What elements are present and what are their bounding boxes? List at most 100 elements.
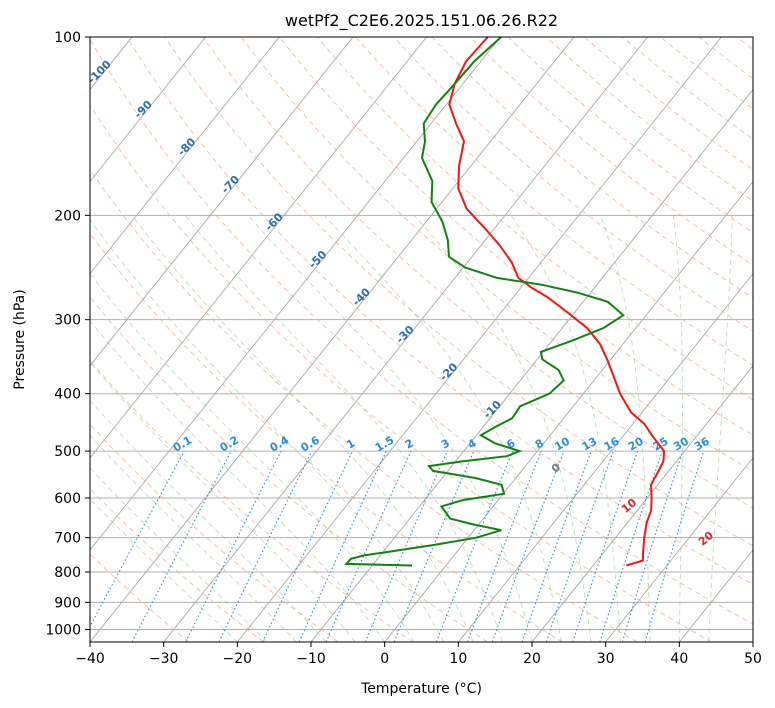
dry-adiabat-line <box>90 38 753 625</box>
y-tick-label: 800 <box>54 565 81 581</box>
moist-adiabat-line <box>90 498 238 642</box>
dry-adiabat-line <box>90 359 414 642</box>
x-tick-label: −10 <box>296 651 326 667</box>
moist-adiabat-label: 10 <box>619 496 639 516</box>
isotherm-line <box>310 88 753 642</box>
y-axis-label: Pressure (hPa) <box>12 289 28 389</box>
y-tick-label: 700 <box>54 531 81 547</box>
mixing-ratio-line <box>393 450 475 642</box>
moist-adiabat-line <box>599 215 651 642</box>
moist-adiabat-line <box>184 215 503 642</box>
isotherm-line <box>90 37 354 367</box>
moist-adiabat-line <box>90 272 415 642</box>
moist-adiabat-line <box>90 467 268 642</box>
moist-adiabat-line <box>90 320 386 642</box>
dry-adiabat-line <box>90 553 190 642</box>
y-tick-label: 200 <box>54 208 81 224</box>
isotherm-line <box>90 37 501 551</box>
moist-adiabat-line <box>510 215 621 642</box>
moist-adiabat-line <box>708 215 733 642</box>
dry-adiabat-line <box>90 296 488 642</box>
isotherm-line <box>678 549 753 642</box>
moist-adiabat-line <box>90 434 297 642</box>
isotherm-line <box>752 641 753 642</box>
dry-adiabat-label: -30 <box>394 323 417 346</box>
isotherm-line <box>90 37 575 642</box>
dry-adiabat-label: -60 <box>263 210 286 233</box>
x-tick-label: 40 <box>670 651 688 667</box>
y-tick-label: 1000 <box>45 622 81 638</box>
dry-adiabat-line <box>545 37 753 202</box>
dry-adiabat-label: -40 <box>350 285 373 308</box>
moist-adiabat-line <box>90 399 327 642</box>
mixing-ratio-line <box>218 450 313 642</box>
moist-adiabat-line <box>90 361 356 642</box>
isotherm-line <box>384 180 753 642</box>
mixing-ratio-line <box>364 450 448 642</box>
x-tick-label: 0 <box>380 651 389 667</box>
dry-adiabat-line <box>507 37 753 234</box>
mixing-ratio-line <box>521 450 592 642</box>
x-axis-label: Temperature (°C) <box>360 681 482 697</box>
dry-adiabat-line <box>317 37 753 401</box>
isotherm-line <box>457 272 753 642</box>
dry-adiabat-line <box>355 37 753 366</box>
x-tick-label: −30 <box>149 651 179 667</box>
moist-adiabat-line <box>672 215 683 642</box>
dewpoint-profile-line <box>344 37 625 567</box>
plot-frame <box>89 36 754 643</box>
mixing-ratio-label: 2 <box>403 437 416 452</box>
moist-adiabat-line <box>90 218 445 642</box>
dry-adiabat-line <box>469 37 753 266</box>
dry-adiabat-line <box>90 488 264 642</box>
isotherm-line <box>236 37 722 642</box>
dry-adiabat-line <box>278 37 753 436</box>
isotherm-line <box>605 457 753 642</box>
dry-adiabat-line <box>431 37 753 299</box>
mixing-ratio-label: 1 <box>344 437 357 452</box>
moist-adiabat-line <box>413 215 592 642</box>
dry-adiabat-line <box>90 104 712 642</box>
mixing-ratio-line <box>545 450 614 642</box>
mixing-ratio-line <box>185 450 282 642</box>
dry-adiabat-label: -10 <box>481 398 504 421</box>
mixing-ratio-line <box>262 450 353 642</box>
mixing-ratio-line <box>491 450 565 642</box>
dry-adiabat-line <box>90 232 563 642</box>
profile-lines <box>344 37 666 567</box>
y-tick-label: 500 <box>54 444 81 460</box>
y-tick-label: 400 <box>54 387 81 403</box>
isotherm-line <box>163 37 649 642</box>
dry-adiabat-label: -20 <box>437 360 460 383</box>
y-tick-label: 900 <box>54 595 81 611</box>
moist-adiabat-line <box>247 215 533 642</box>
dry-adiabat-line <box>698 37 753 80</box>
dry-adiabat-line <box>90 423 339 642</box>
background-lines <box>0 37 753 642</box>
mixing-ratio-line <box>90 450 185 628</box>
mixing-ratio-line <box>325 450 412 642</box>
mixing-ratio-line <box>644 450 705 642</box>
x-tick-label: 20 <box>523 651 541 667</box>
isotherm-line <box>90 37 207 183</box>
x-tick-label: −20 <box>223 651 253 667</box>
x-tick-label: 50 <box>744 651 762 667</box>
chart-title: wetPf2_C2E6.2025.151.06.26.R22 <box>285 11 558 31</box>
y-tick-label: 100 <box>54 30 81 46</box>
dry-adiabat-line <box>164 37 753 547</box>
isotherm-line <box>0 37 58 642</box>
moist-adiabat-label: 20 <box>696 529 716 549</box>
mixing-ratio-line <box>466 450 542 642</box>
moist-adiabat-line <box>324 214 562 642</box>
isotherm-line <box>90 37 280 275</box>
dry-adiabat-line <box>90 168 638 642</box>
mixing-ratio-label: 4 <box>466 436 479 451</box>
temperature-profile-line <box>448 37 666 567</box>
mixing-ratio-label: 3 <box>439 437 452 452</box>
dry-adiabat-label: -50 <box>306 248 329 271</box>
axis-ticks: −40 −30 −20 −10 0 10 20 30 40 50 100 200 300 400 500 60… <box>45 30 762 667</box>
y-tick-label: 600 <box>54 491 81 507</box>
dry-adiabat-label: -80 <box>175 135 198 158</box>
isotherm-line <box>90 37 428 459</box>
